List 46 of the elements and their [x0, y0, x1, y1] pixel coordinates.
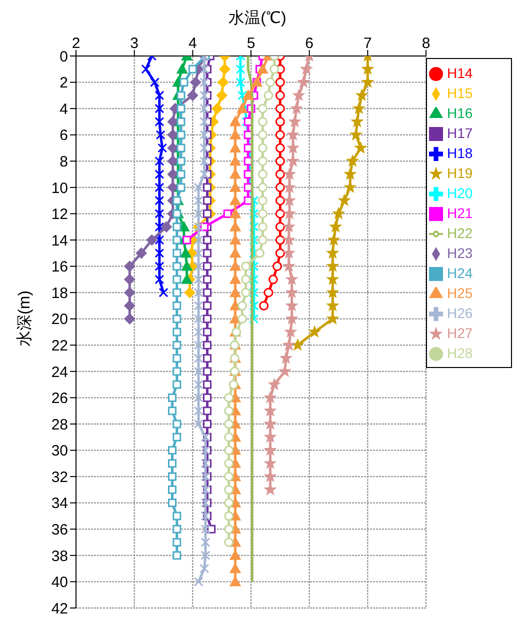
y-tick-label: 42 [51, 600, 68, 618]
y-tick-label: 26 [51, 390, 68, 408]
legend-label: H22 [447, 225, 473, 241]
legend-label: H23 [447, 245, 473, 261]
legend-label: H19 [447, 165, 473, 181]
legend-label: H26 [447, 305, 473, 321]
y-tick-label: 32 [51, 468, 68, 486]
legend-label: H17 [447, 125, 473, 141]
legend-label: H14 [447, 65, 473, 81]
y-tick-label: 6 [60, 127, 68, 144]
y-tick-label: 4 [60, 100, 68, 118]
y-tick-label: 36 [51, 521, 68, 538]
y-tick-label: 38 [51, 548, 68, 565]
x-tick-label: 7 [363, 35, 372, 52]
y-tick-label: 14 [51, 232, 68, 250]
y-tick-label: 24 [51, 364, 68, 381]
x-tick-label: 2 [72, 35, 80, 52]
y-tick-label: 18 [51, 284, 68, 302]
y-tick-label: 16 [51, 258, 68, 276]
y-tick-label: 28 [51, 416, 68, 434]
y-tick-label: 8 [60, 153, 68, 170]
x-tick-label: 4 [188, 35, 197, 52]
legend-label: H24 [447, 265, 473, 281]
x-tick-label: 3 [130, 35, 139, 52]
x-axis-title: 水温(℃) [228, 8, 288, 29]
legend-label: H27 [447, 325, 473, 341]
y-tick-label: 20 [51, 311, 68, 328]
y-tick-label: 12 [51, 206, 68, 224]
x-tick-label: 5 [246, 35, 256, 52]
y-tick-label: 34 [51, 495, 68, 512]
x-tick-label: 8 [422, 35, 430, 52]
y-tick-label: 40 [51, 574, 68, 592]
y-tick-label: 0 [60, 48, 68, 66]
legend-label: H21 [447, 205, 473, 221]
legend-label: H20 [447, 185, 473, 201]
y-tick-label: 30 [51, 442, 68, 460]
x-tick-label: 6 [305, 35, 314, 52]
legend-label: H16 [447, 105, 473, 121]
y-tick-label: 22 [51, 337, 68, 354]
y-tick-label: 10 [51, 180, 68, 197]
legend-label: H15 [447, 85, 473, 101]
legend-label: H28 [447, 345, 473, 361]
legend-label: H18 [447, 145, 473, 161]
y-axis-title: 水深(m) [15, 290, 34, 348]
legend-label: H25 [447, 285, 473, 301]
y-tick-label: 2 [60, 74, 68, 92]
